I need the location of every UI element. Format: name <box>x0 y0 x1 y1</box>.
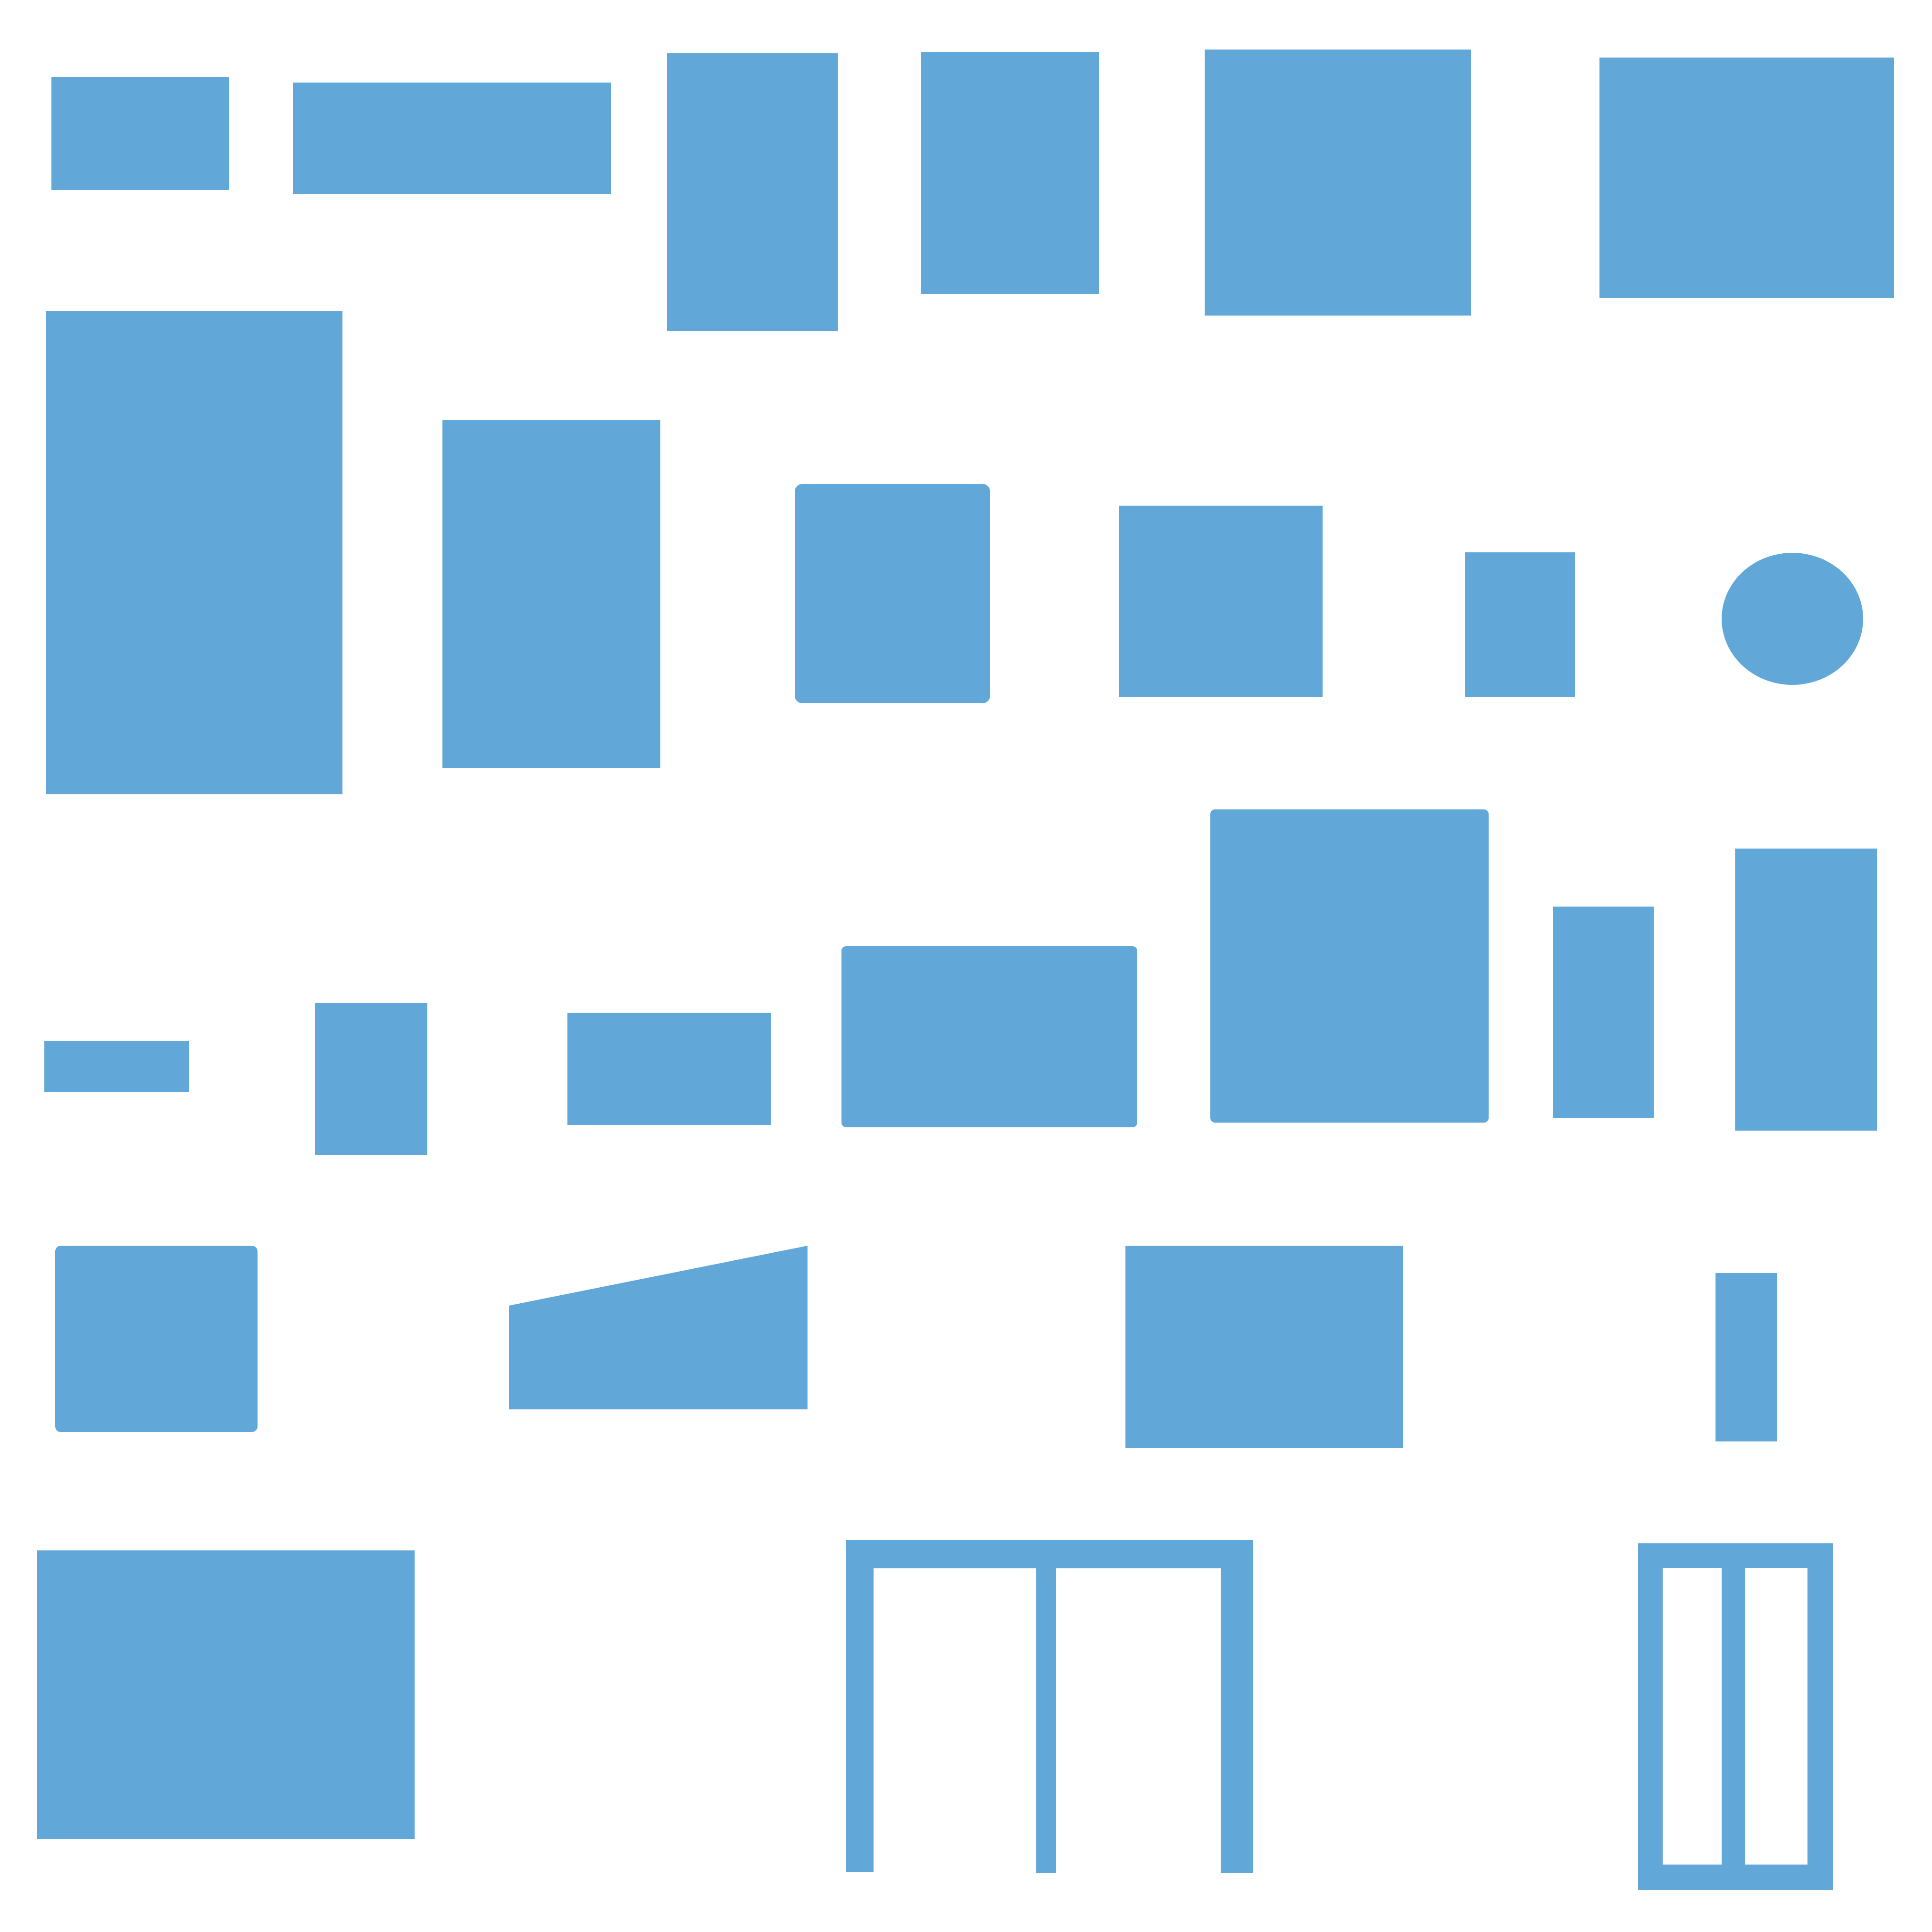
shape-rect-r1-3 <box>667 53 838 331</box>
shape-rect-r1-5 <box>1205 50 1471 316</box>
shape-frame-r5-3 <box>1638 1543 1833 1890</box>
shapes-layer <box>37 50 1894 1890</box>
shape-ellipse-r2-6 <box>1722 553 1863 685</box>
shape-rect-r1-1 <box>51 77 229 190</box>
shape-rect-r4-1 <box>55 1246 258 1432</box>
shape-frame-r5-2-part-4 <box>1221 1540 1253 1873</box>
shape-rect-r1-2 <box>293 83 611 194</box>
shape-frame-r5-3-part-5 <box>1638 1865 1833 1890</box>
shape-rect-r2-4 <box>1119 506 1323 697</box>
shape-rect-r2-1 <box>46 311 342 794</box>
shape-rect-r3-6 <box>1553 907 1654 1118</box>
shape-rect-r3-2 <box>315 1003 427 1155</box>
shape-rect-r3-5 <box>1210 809 1489 1123</box>
shape-rect-r4-3 <box>1125 1246 1403 1448</box>
shape-trapezoid-r4-2 <box>509 1246 808 1409</box>
shape-rect-r2-2 <box>442 420 660 768</box>
shape-rect-r4-4 <box>1715 1273 1777 1441</box>
shape-rect-r2-5 <box>1465 552 1575 697</box>
shape-frame-r5-2 <box>846 1540 1253 1873</box>
shape-rect-r3-1 <box>44 1041 189 1092</box>
shape-frame-r5-2-part-2 <box>846 1540 874 1872</box>
shape-rect-r3-4 <box>841 946 1137 1127</box>
shape-frame-r5-3-part-2 <box>1638 1543 1663 1890</box>
shape-rect-r3-3 <box>567 1013 771 1125</box>
shape-rect-r5-1 <box>37 1550 415 1839</box>
shape-rect-r3-7 <box>1735 849 1877 1131</box>
shape-rect-r1-6 <box>1599 58 1894 298</box>
shape-frame-r5-2-part-3 <box>1036 1540 1056 1873</box>
shape-rect-r2-3 <box>795 484 990 703</box>
shape-rect-r1-4 <box>921 52 1099 294</box>
shape-frame-r5-3-part-3 <box>1722 1543 1745 1890</box>
shape-frame-r5-3-part-4 <box>1807 1543 1833 1890</box>
